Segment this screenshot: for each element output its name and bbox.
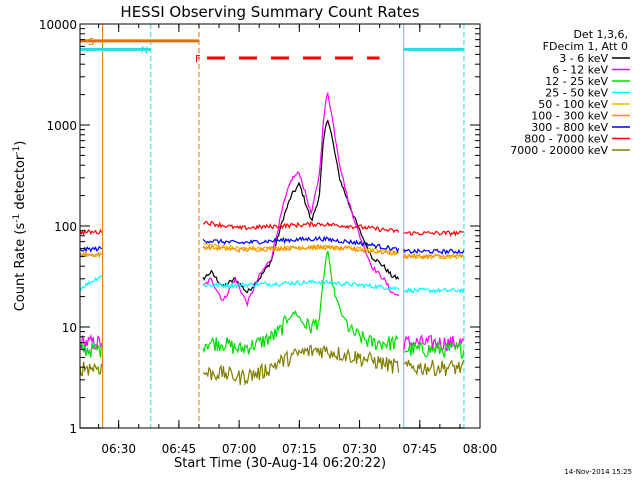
- series-800-7000-kev: [79, 220, 464, 237]
- x-tick-label: 06:30: [101, 442, 136, 456]
- x-tick-label: 07:15: [282, 442, 317, 456]
- legend-header-line2: FDecim 1, Att 0: [543, 40, 628, 53]
- y-axis-ticks: 1 10 100 1000 10000: [39, 18, 480, 436]
- series-line: [202, 235, 400, 254]
- legend-label: 6 - 12 keV: [552, 64, 608, 77]
- series-line: [202, 278, 400, 291]
- series-line: [202, 119, 400, 294]
- series-line: [79, 228, 103, 236]
- series-12-25-kev: [79, 250, 465, 359]
- footer-timestamp: 14-Nov-2014 15:25: [564, 468, 632, 476]
- series-line: [403, 229, 464, 237]
- y-tick-label: 100: [54, 220, 77, 234]
- chart-title: HESSI Observing Summary Count Rates: [120, 3, 419, 21]
- x-axis-label: Start Time (30-Aug-14 06:20:22): [174, 456, 386, 471]
- series-7000-20000-kev: [79, 344, 465, 386]
- series-line: [79, 341, 103, 358]
- y-axis-label-sup1: -1: [12, 214, 22, 223]
- series-100-300-kev: [79, 243, 464, 261]
- flag-label-s: S: [88, 37, 94, 48]
- series-6-12-kev: [79, 91, 465, 352]
- series-line: [403, 252, 464, 261]
- legend-label: 7000 - 20000 keV: [510, 144, 608, 157]
- y-axis-label-part3: ): [13, 141, 28, 146]
- series-300-800-kev: [79, 235, 465, 256]
- legend-label: 3 - 6 keV: [559, 52, 608, 65]
- legend-label: 100 - 300 keV: [531, 110, 608, 123]
- legend-label: 12 - 25 keV: [545, 75, 608, 88]
- series-line: [403, 359, 465, 377]
- plot-area: S N F: [79, 24, 465, 429]
- x-tick-label: 07:30: [342, 442, 377, 456]
- y-tick-label: 1: [69, 422, 77, 436]
- series-line: [79, 274, 103, 292]
- series-line: [403, 248, 465, 256]
- series-line: [79, 245, 103, 253]
- series-line: [202, 250, 399, 355]
- series-line: [202, 243, 399, 256]
- y-axis-label: Count Rate (s-1 detector-1): [12, 141, 28, 312]
- x-tick-label: 06:45: [162, 442, 197, 456]
- legend-label: 25 - 50 keV: [545, 87, 608, 100]
- x-tick-label: 08:00: [463, 442, 498, 456]
- legend-label: 800 - 7000 keV: [524, 133, 608, 146]
- series-line: [202, 220, 400, 234]
- y-tick-label: 10: [62, 321, 77, 335]
- flag-label-f: F: [195, 54, 201, 65]
- series-25-50-kev: [79, 274, 465, 295]
- legend-header-line1: Det 1,3,6,: [573, 28, 628, 41]
- legend-label: 300 - 800 keV: [531, 121, 608, 134]
- x-axis-ticks: 06:30 06:45 07:00 07:15 07:30 07:45 08:00: [98, 24, 498, 456]
- series-line: [403, 341, 465, 359]
- series-line: [202, 344, 400, 386]
- series-3-6-kev: [80, 119, 464, 429]
- y-tick-label: 10000: [39, 18, 77, 32]
- flag-label-n: N: [141, 45, 148, 56]
- y-axis-label-part1: Count Rate (s: [13, 223, 28, 312]
- series-line: [403, 286, 465, 295]
- y-axis-label-part2: detector: [13, 154, 28, 214]
- x-tick-label: 07:00: [222, 442, 257, 456]
- series-line: [79, 251, 102, 259]
- y-tick-label: 1000: [46, 119, 77, 133]
- series-line: [79, 333, 102, 351]
- x-tick-label: 07:45: [402, 442, 437, 456]
- series-line: [403, 334, 465, 352]
- series-line: [202, 91, 400, 308]
- y-axis-label-sup2: -1: [12, 146, 22, 155]
- series-line: [202, 242, 400, 255]
- series-line: [79, 361, 103, 377]
- legend-label: 50 - 100 keV: [538, 98, 608, 111]
